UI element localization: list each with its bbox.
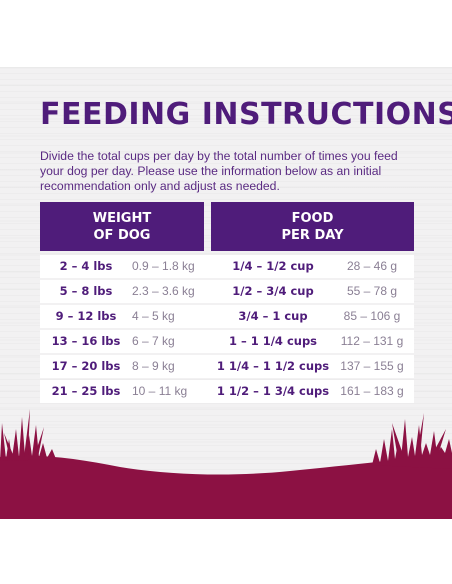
weight-kg-cell: 4 – 5 kg <box>132 309 175 323</box>
weight-header-line1: WEIGHT <box>92 210 152 226</box>
weight-lbs-cell: 2 – 4 lbs <box>59 259 113 273</box>
feeding-table: 2 – 4 lbs 0.9 – 1.8 kg 1/4 – 1/2 cup 28 … <box>40 255 414 405</box>
grass-illustration <box>0 409 452 519</box>
table-row: 21 – 25 lbs 10 – 11 kg 1 1/2 – 1 3/4 cup… <box>40 380 414 403</box>
weight-lbs-cell: 13 – 16 lbs <box>51 334 121 348</box>
food-grams-cell: 55 – 78 g <box>346 284 398 298</box>
weight-kg-cell: 2.3 – 3.6 kg <box>132 284 195 298</box>
weight-kg-cell: 0.9 – 1.8 kg <box>132 259 195 273</box>
weight-header: WEIGHT OF DOG <box>40 202 204 251</box>
intro-text: Divide the total cups per day by the tot… <box>40 149 398 193</box>
food-header-line1: FOOD <box>291 210 334 226</box>
table-row: 13 – 16 lbs 6 – 7 kg 1 – 1 1/4 cups 112 … <box>40 330 414 353</box>
weight-lbs-cell: 5 – 8 lbs <box>59 284 113 298</box>
weight-kg-cell: 8 – 9 kg <box>132 359 175 373</box>
table-row: 9 – 12 lbs 4 – 5 kg 3/4 – 1 cup 85 – 106… <box>40 305 414 328</box>
food-cups-cell: 3/4 – 1 cup <box>238 309 308 323</box>
food-grams-cell: 85 – 106 g <box>343 309 401 323</box>
weight-header-line2: OF DOG <box>93 227 151 243</box>
food-grams-cell: 28 – 46 g <box>346 259 398 273</box>
feeding-panel: FEEDING INSTRUCTIONS Divide the total cu… <box>0 67 452 519</box>
weight-lbs-cell: 9 – 12 lbs <box>55 309 117 323</box>
weight-lbs-cell: 21 – 25 lbs <box>51 384 121 398</box>
page-title: FEEDING INSTRUCTIONS <box>40 97 452 132</box>
table-row: 17 – 20 lbs 8 – 9 kg 1 1/4 – 1 1/2 cups … <box>40 355 414 378</box>
food-header-line2: PER DAY <box>281 227 344 243</box>
weight-kg-cell: 6 – 7 kg <box>132 334 175 348</box>
weight-lbs-cell: 17 – 20 lbs <box>51 359 121 373</box>
food-cups-cell: 1 1/4 – 1 1/2 cups <box>216 359 330 373</box>
food-grams-cell: 161 – 183 g <box>340 384 404 398</box>
table-row: 2 – 4 lbs 0.9 – 1.8 kg 1/4 – 1/2 cup 28 … <box>40 255 414 278</box>
food-cups-cell: 1/4 – 1/2 cup <box>232 259 314 273</box>
food-cups-cell: 1/2 – 3/4 cup <box>232 284 314 298</box>
food-header: FOOD PER DAY <box>211 202 414 251</box>
table-row: 5 – 8 lbs 2.3 – 3.6 kg 1/2 – 3/4 cup 55 … <box>40 280 414 303</box>
weight-kg-cell: 10 – 11 kg <box>132 384 188 398</box>
food-cups-cell: 1 – 1 1/4 cups <box>228 334 318 348</box>
food-grams-cell: 137 – 155 g <box>340 359 404 373</box>
food-cups-cell: 1 1/2 – 1 3/4 cups <box>216 384 330 398</box>
food-grams-cell: 112 – 131 g <box>340 334 404 348</box>
